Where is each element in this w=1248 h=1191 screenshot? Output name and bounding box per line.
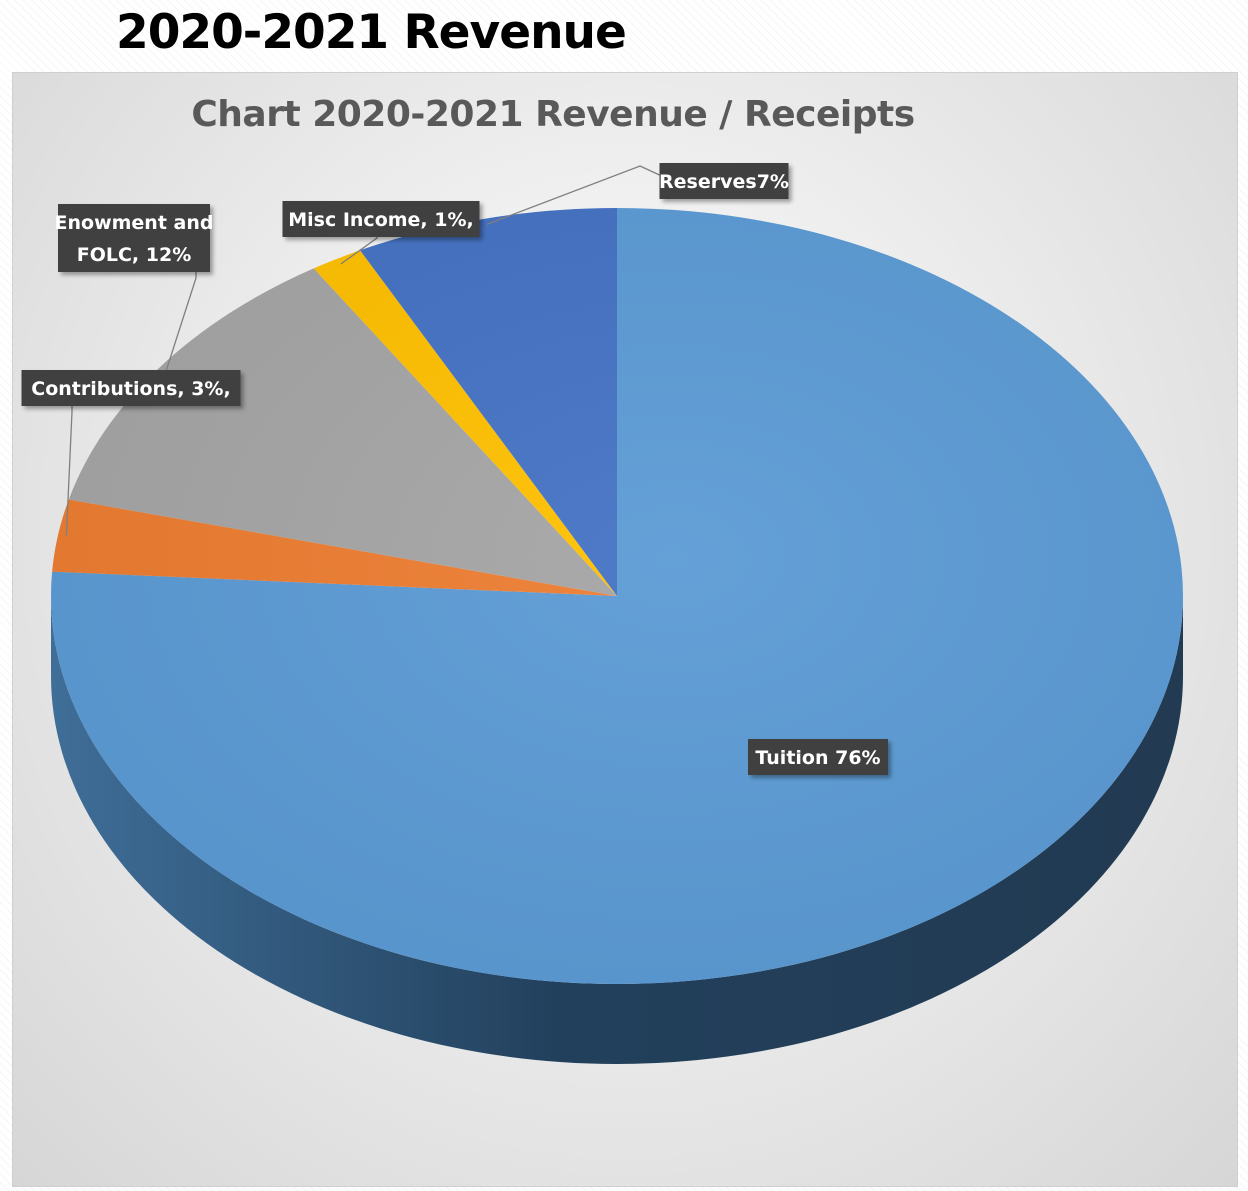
- data-label-text: Misc Income, 1%,: [288, 209, 474, 231]
- data-label-text: FOLC, 12%: [77, 244, 192, 266]
- data-label-text: Tuition 76%: [755, 747, 880, 769]
- data-label-tuition: Tuition 76%: [748, 739, 888, 775]
- data-label-text: Contributions, 3%,: [31, 378, 230, 400]
- data-label-enowment-and-folc: Enowment and FOLC, 12%: [55, 204, 214, 272]
- data-label-reserves: Reserves7%: [659, 163, 789, 199]
- data-label-misc-income: Misc Income, 1%,: [283, 201, 480, 237]
- data-label-text: Reserves7%: [659, 171, 789, 193]
- pie-slices: [51, 208, 1183, 984]
- data-label-contributions: Contributions, 3%,: [22, 370, 241, 406]
- chart-title: Chart 2020-2021 Revenue / Receipts: [191, 94, 914, 135]
- data-label-text: Enowment and: [55, 212, 214, 234]
